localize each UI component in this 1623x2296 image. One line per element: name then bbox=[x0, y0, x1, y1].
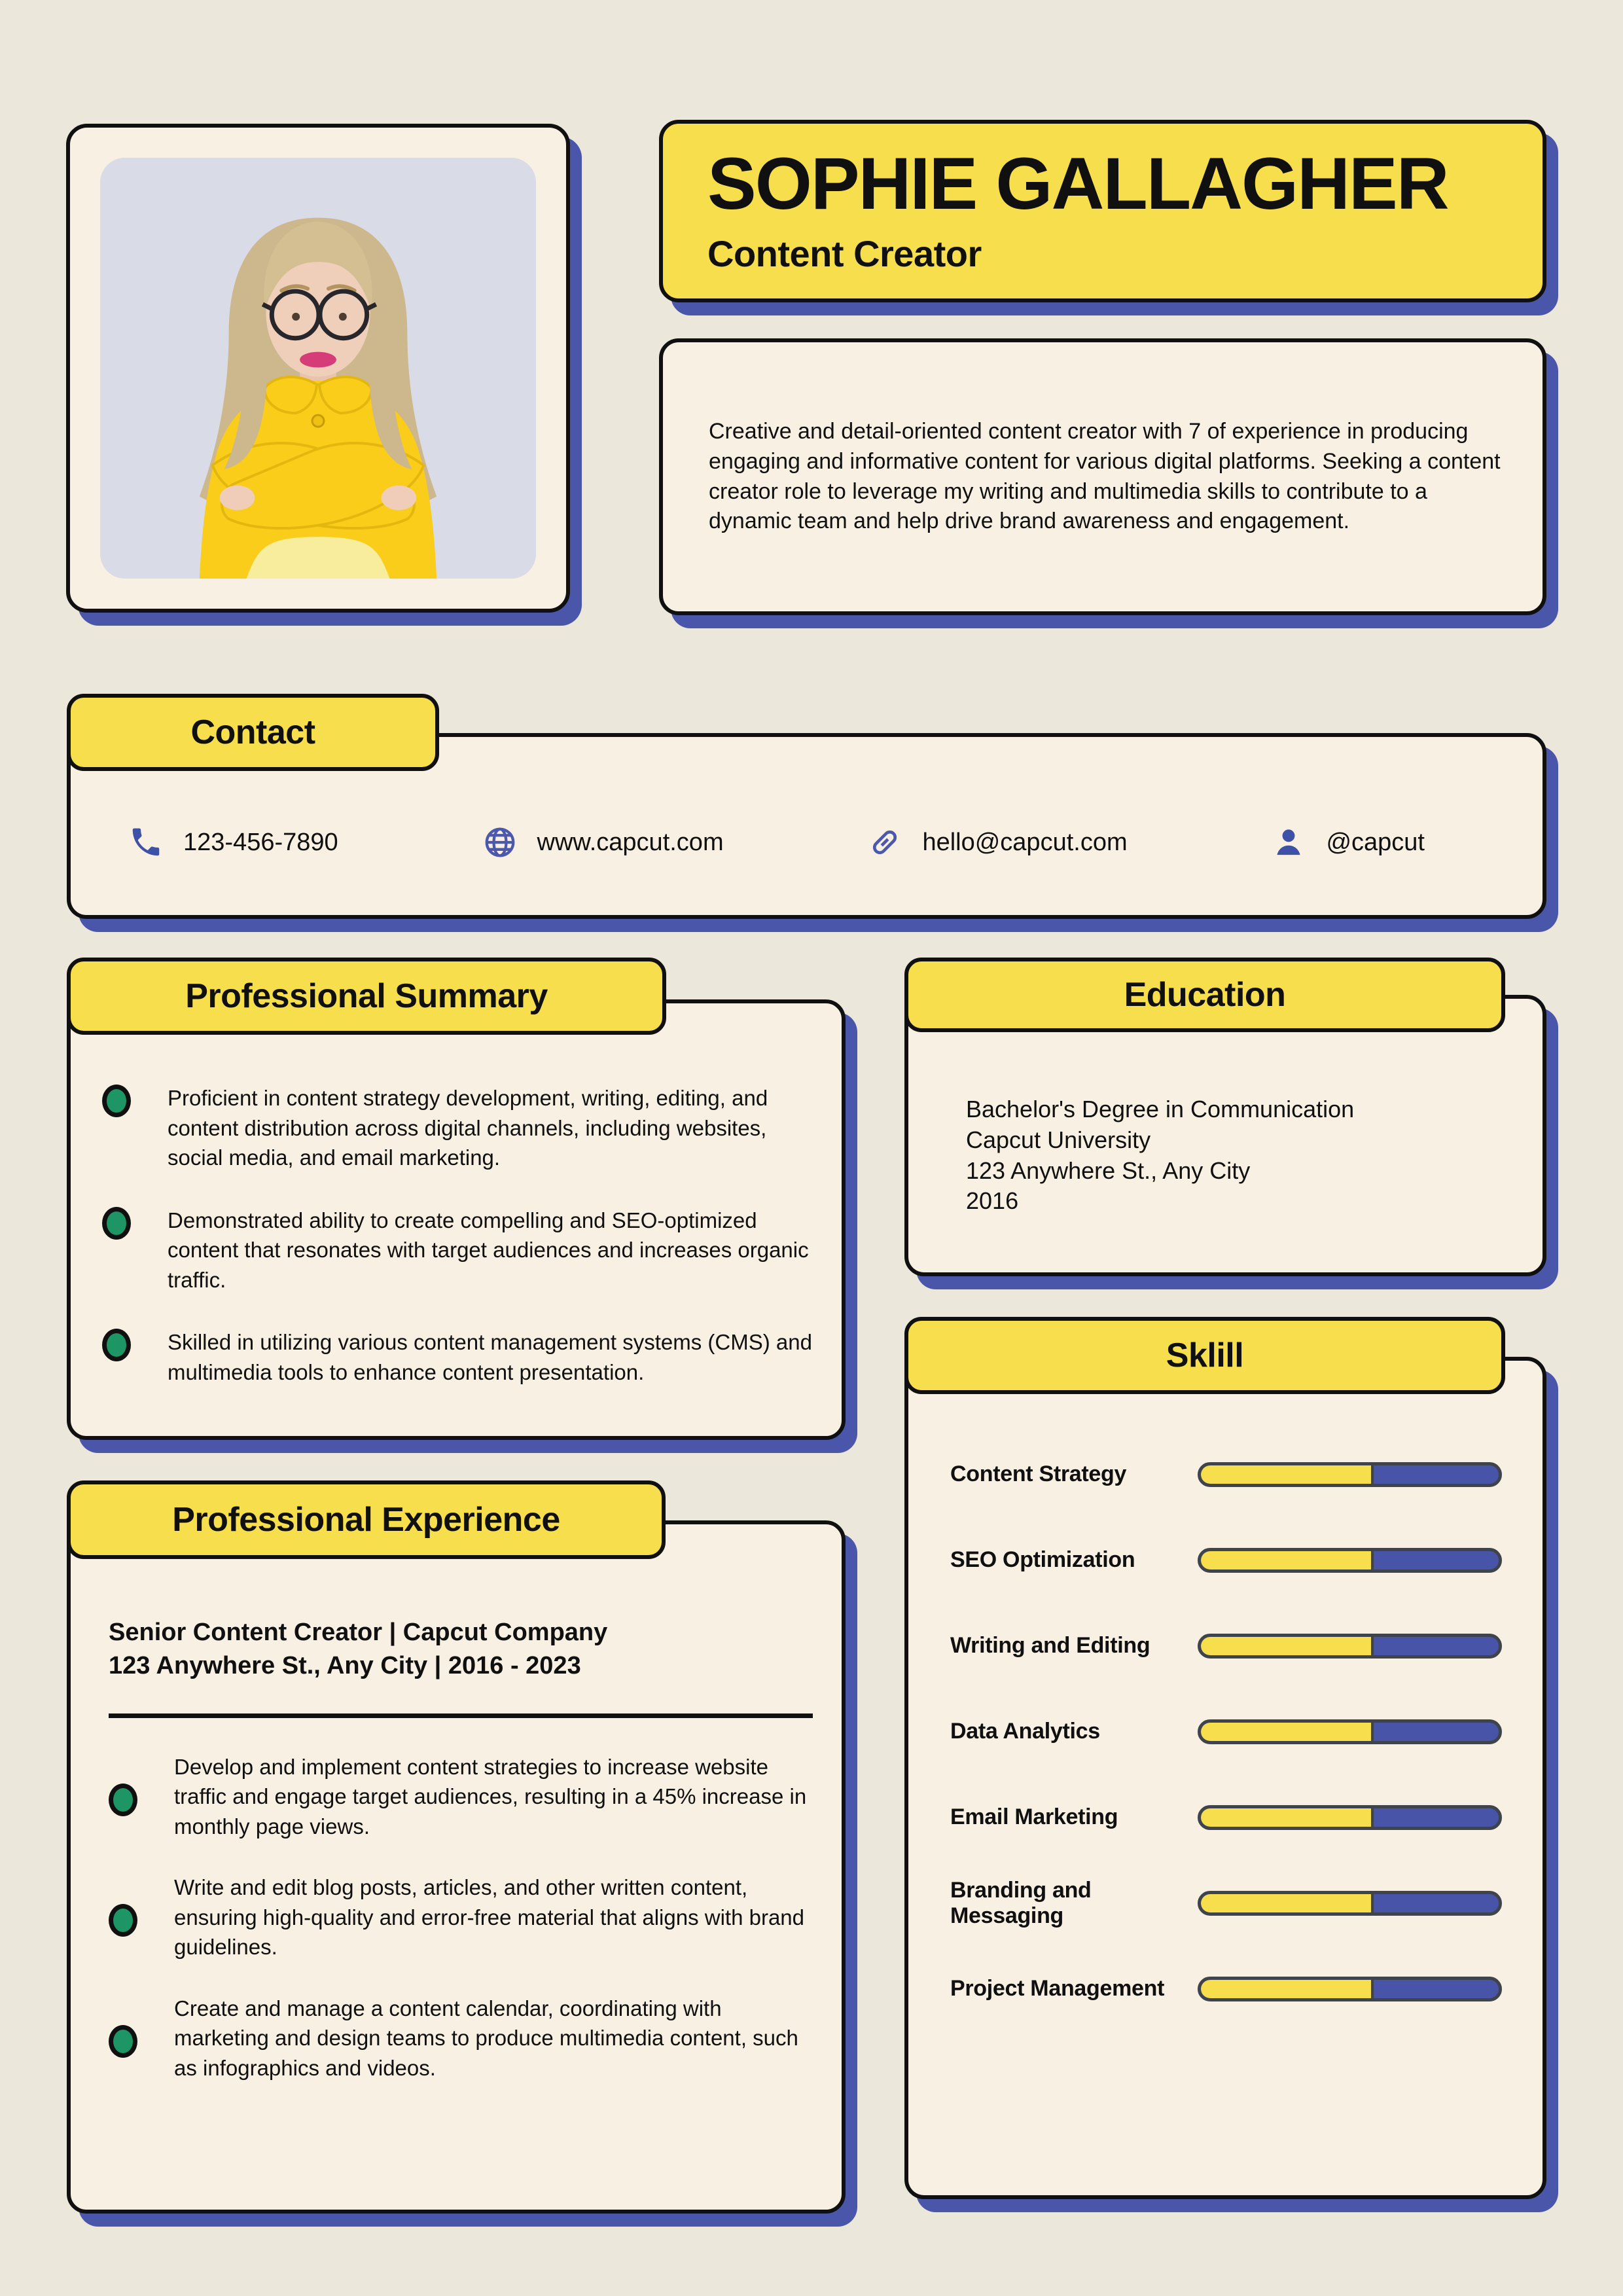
skill-bar bbox=[1198, 1462, 1502, 1487]
education-section: Education Bachelor's Degree in Communica… bbox=[904, 958, 1546, 1276]
name-card: SOPHIE GALLAGHER Content Creator bbox=[659, 120, 1546, 302]
skill-row: Project Management bbox=[950, 1946, 1502, 2032]
experience-bullet-text: Write and edit blog posts, articles, and… bbox=[174, 1875, 805, 1960]
skill-row: SEO Optimization bbox=[950, 1517, 1502, 1603]
experience-bullet-text: Create and manage a content calendar, co… bbox=[174, 1996, 798, 2080]
phone-icon bbox=[132, 828, 160, 856]
summary-bullet: Proficient in content strategy developme… bbox=[102, 1083, 822, 1173]
education-year: 2016 bbox=[966, 1187, 1019, 1215]
skill-bar bbox=[1198, 1804, 1502, 1830]
bullet-dot-icon bbox=[102, 1085, 131, 1117]
education-body: Bachelor's Degree in Communication Capcu… bbox=[904, 995, 1546, 1276]
summary-bullet: Skilled in utilizing various content man… bbox=[102, 1327, 822, 1387]
skill-label: Email Marketing bbox=[950, 1804, 1118, 1829]
contact-item-email: hello@capcut.com bbox=[867, 825, 1128, 860]
experience-body: Senior Content Creator | Capcut Company … bbox=[67, 1520, 846, 2214]
skill-bar-fill bbox=[1201, 1722, 1374, 1741]
professional-summary-heading: Professional Summary bbox=[67, 958, 666, 1035]
skill-bar-fill bbox=[1201, 1808, 1374, 1827]
skill-row: Data Analytics bbox=[950, 1689, 1502, 1774]
education-heading: Education bbox=[904, 958, 1505, 1032]
summary-bullet-text: Proficient in content strategy developme… bbox=[168, 1086, 768, 1170]
skill-bar-fill bbox=[1201, 1636, 1374, 1655]
contact-email[interactable]: hello@capcut.com bbox=[922, 828, 1128, 856]
skill-bar bbox=[1198, 1976, 1502, 2001]
about-card: Creative and detail-oriented content cre… bbox=[659, 338, 1546, 615]
portrait-illustration bbox=[100, 158, 536, 579]
bullet-dot-icon bbox=[109, 2024, 137, 2058]
skill-bar-fill bbox=[1201, 1551, 1374, 1570]
experience-bullet: Write and edit blog posts, articles, and… bbox=[109, 1873, 819, 1962]
skill-bar-fill bbox=[1201, 1893, 1374, 1912]
education-school: Capcut University bbox=[966, 1126, 1151, 1153]
professional-summary-body: Proficient in content strategy developme… bbox=[67, 999, 846, 1440]
contact-heading-label: Contact bbox=[190, 713, 315, 751]
professional-summary-heading-label: Professional Summary bbox=[185, 977, 548, 1015]
skills-heading: Sklill bbox=[904, 1317, 1505, 1394]
contact-item-social: @capcut bbox=[1271, 825, 1425, 860]
person-job-title: Content Creator bbox=[707, 233, 982, 274]
skills-heading-label: Sklill bbox=[1166, 1336, 1244, 1374]
contact-social[interactable]: @capcut bbox=[1326, 828, 1425, 856]
skill-bar bbox=[1198, 1633, 1502, 1659]
user-icon bbox=[1277, 829, 1301, 855]
skill-label: Data Analytics bbox=[950, 1719, 1100, 1744]
contact-item-website: www.capcut.com bbox=[482, 825, 724, 860]
skill-row: Email Marketing bbox=[950, 1774, 1502, 1860]
skill-label: Content Strategy bbox=[950, 1462, 1127, 1486]
contact-heading: Contact bbox=[67, 694, 439, 771]
contact-section: Contact 123-456-7890 www.capcut.com bbox=[67, 694, 1546, 919]
experience-section: Professional Experience Senior Content C… bbox=[67, 1480, 846, 2214]
skill-bar bbox=[1198, 1547, 1502, 1573]
experience-meta: 123 Anywhere St., Any City | 2016 - 2023 bbox=[109, 1652, 581, 1680]
skill-bar-fill bbox=[1201, 1465, 1374, 1484]
bullet-dot-icon bbox=[102, 1206, 131, 1240]
skill-label: Project Management bbox=[950, 1976, 1165, 2001]
skill-row: Branding and Messaging bbox=[950, 1860, 1502, 1946]
skills-section: Sklill Content Strategy SEO Optimization… bbox=[904, 1317, 1546, 2199]
skill-label: Branding and Messaging bbox=[950, 1877, 1092, 1928]
experience-heading-label: Professional Experience bbox=[172, 1501, 560, 1539]
skill-label: SEO Optimization bbox=[950, 1547, 1135, 1572]
skill-row: Writing and Editing bbox=[950, 1603, 1502, 1689]
skill-bar-fill bbox=[1201, 1979, 1374, 1998]
link-icon bbox=[873, 830, 897, 855]
skill-label: Writing and Editing bbox=[950, 1633, 1150, 1658]
skills-body: Content Strategy SEO Optimization Writin… bbox=[904, 1357, 1546, 2199]
person-name: SOPHIE GALLAGHER bbox=[707, 143, 1450, 224]
experience-bullet: Create and manage a content calendar, co… bbox=[109, 1994, 819, 2083]
professional-summary-section: Professional Summary Proficient in conte… bbox=[67, 958, 846, 1440]
bullet-dot-icon bbox=[109, 1783, 137, 1816]
experience-bullet: Develop and implement content strategies… bbox=[109, 1752, 819, 1842]
skill-row: Content Strategy bbox=[950, 1431, 1502, 1517]
contact-website[interactable]: www.capcut.com bbox=[537, 828, 724, 856]
summary-bullet-text: Skilled in utilizing various content man… bbox=[168, 1330, 812, 1384]
summary-bullet: Demonstrated ability to create compellin… bbox=[102, 1206, 822, 1295]
experience-heading: Professional Experience bbox=[67, 1480, 666, 1559]
about-text: Creative and detail-oriented content cre… bbox=[709, 419, 1501, 534]
education-heading-label: Education bbox=[1124, 976, 1286, 1014]
bullet-dot-icon bbox=[109, 1904, 137, 1937]
photo-card bbox=[66, 124, 570, 613]
summary-bullet-text: Demonstrated ability to create compellin… bbox=[168, 1208, 809, 1292]
education-address: 123 Anywhere St., Any City bbox=[966, 1157, 1251, 1184]
skill-bar bbox=[1198, 1890, 1502, 1916]
contact-phone: 123-456-7890 bbox=[183, 828, 338, 856]
education-degree: Bachelor's Degree in Communication bbox=[966, 1096, 1355, 1122]
experience-role: Senior Content Creator | Capcut Company bbox=[109, 1619, 608, 1646]
bullet-dot-icon bbox=[102, 1329, 131, 1362]
experience-divider bbox=[109, 1713, 813, 1718]
experience-bullet-text: Develop and implement content strategies… bbox=[174, 1754, 807, 1839]
globe-icon bbox=[485, 827, 514, 857]
portrait-photo bbox=[100, 158, 536, 579]
contact-item-phone: 123-456-7890 bbox=[128, 825, 338, 860]
skill-bar bbox=[1198, 1719, 1502, 1744]
